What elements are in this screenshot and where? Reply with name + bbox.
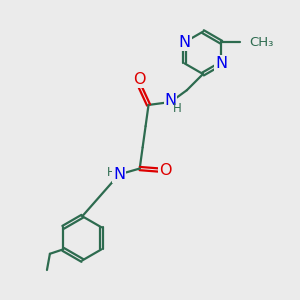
Text: N: N [178,35,191,50]
Text: O: O [159,163,172,178]
Text: N: N [215,56,227,71]
Text: O: O [134,72,146,87]
Text: H: H [106,167,115,179]
Text: CH₃: CH₃ [249,36,274,49]
Text: N: N [164,93,177,108]
Text: H: H [173,102,182,115]
Text: N: N [113,167,125,182]
